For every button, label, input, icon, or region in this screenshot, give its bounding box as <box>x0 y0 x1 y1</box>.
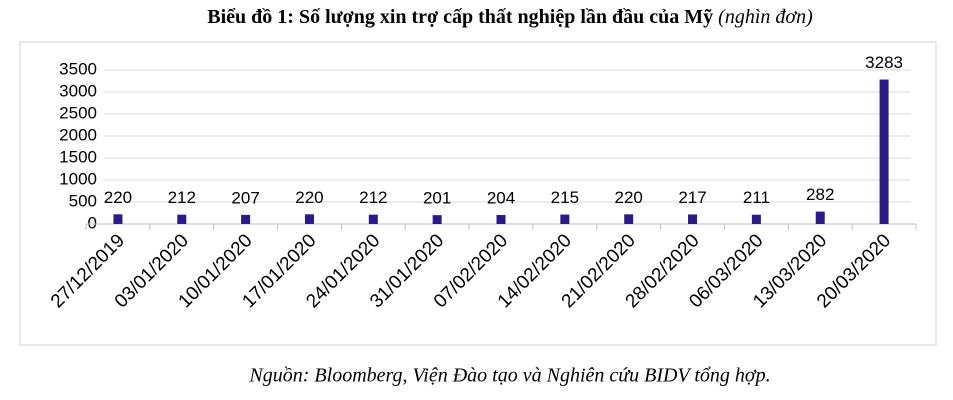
bar <box>751 214 761 224</box>
y-tick-label: 1000 <box>59 169 97 188</box>
value-label: 207 <box>231 188 259 207</box>
bar <box>815 211 825 224</box>
value-label: 217 <box>678 188 706 207</box>
value-label: 212 <box>168 188 196 207</box>
chart-title: Biểu đồ 1: Số lượng xin trợ cấp thất ngh… <box>207 6 713 28</box>
y-tick-label: 0 <box>88 213 97 232</box>
value-label: 211 <box>743 188 770 207</box>
bar <box>496 215 506 224</box>
y-tick-label: 2500 <box>59 103 97 122</box>
value-label: 220 <box>295 188 323 207</box>
value-label: 215 <box>551 188 579 207</box>
bar <box>688 214 698 224</box>
value-label: 220 <box>104 188 132 207</box>
bar <box>304 214 314 224</box>
bar <box>879 79 889 224</box>
unit-label: (nghìn đơn) <box>718 6 813 28</box>
y-tick-label: 1500 <box>59 147 97 166</box>
y-tick-label: 3500 <box>59 59 97 78</box>
bar <box>113 214 123 224</box>
value-label: 212 <box>359 188 387 207</box>
y-tick-label: 2000 <box>59 125 97 144</box>
bar <box>241 214 251 224</box>
bar <box>432 215 442 224</box>
bar <box>624 214 634 224</box>
value-label: 282 <box>806 185 834 204</box>
value-label: 3283 <box>865 53 903 72</box>
value-label: 220 <box>615 188 643 207</box>
value-label: 204 <box>487 189 515 208</box>
bar <box>368 214 378 224</box>
chart-frame <box>19 41 937 346</box>
y-tick-label: 500 <box>69 191 97 210</box>
y-tick-label: 3000 <box>59 81 97 100</box>
value-label: 201 <box>423 189 451 208</box>
bar <box>177 214 187 224</box>
bar <box>560 214 570 224</box>
source-note: Nguồn: Bloomberg, Viện Đào tạo và Nghiên… <box>248 365 770 387</box>
chart-title-line: Biểu đồ 1: Số lượng xin trợ cấp thất ngh… <box>207 6 813 28</box>
